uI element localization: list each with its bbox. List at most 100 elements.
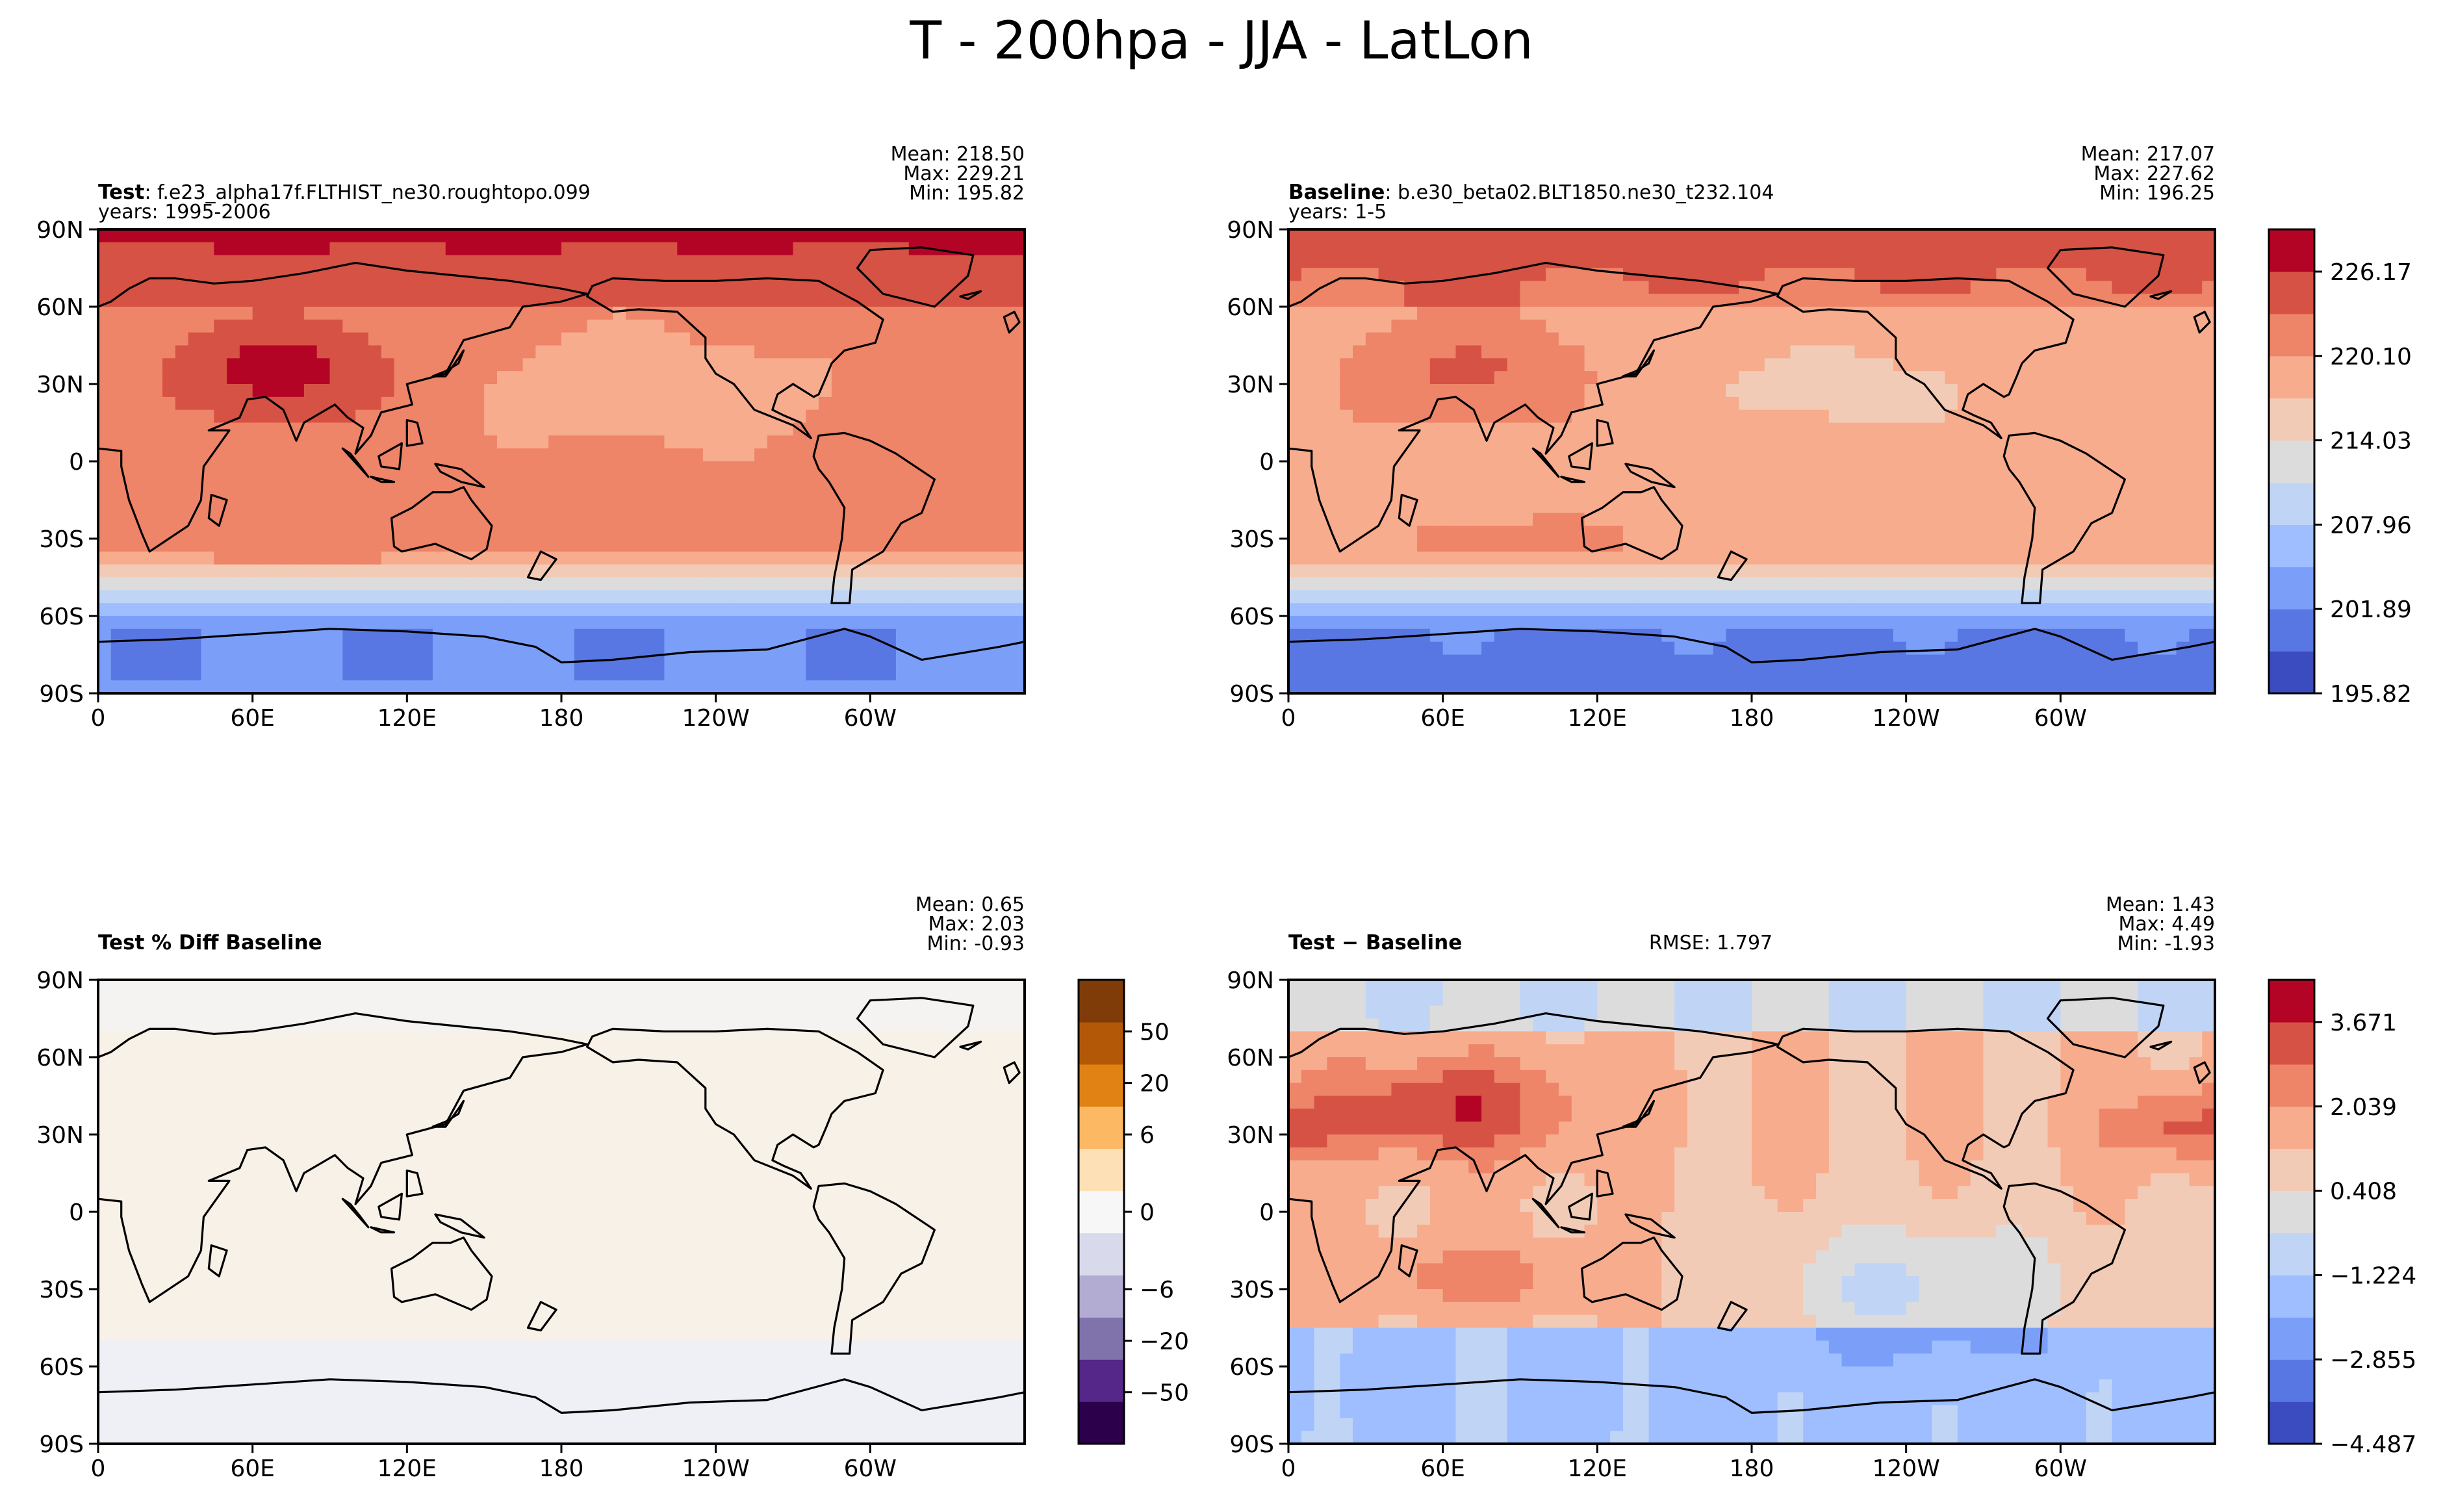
field-cell — [1764, 551, 1778, 565]
field-cell — [908, 564, 923, 578]
field-cell — [1726, 539, 1739, 552]
field-cell — [227, 539, 240, 552]
field-cell — [844, 435, 858, 449]
field-cell — [715, 564, 730, 578]
field-cell — [1996, 255, 2010, 269]
field-cell — [484, 345, 498, 359]
field-cell — [2073, 474, 2087, 488]
field-cell — [394, 268, 408, 282]
field-cell — [1841, 422, 1856, 437]
field-cell — [484, 281, 498, 294]
field-cell — [1520, 461, 1534, 475]
field-cell — [1429, 448, 1444, 462]
field-cell — [1378, 513, 1392, 526]
field-cell — [1391, 422, 1405, 437]
field-cell — [1919, 539, 1933, 552]
field-cell — [149, 448, 163, 462]
field-cell — [613, 461, 626, 475]
field-cell — [509, 487, 524, 501]
field-cell — [613, 371, 626, 385]
field-cell — [690, 281, 704, 294]
field-cell — [677, 319, 691, 333]
field-cell — [1584, 526, 1598, 539]
field-cell — [2163, 603, 2177, 617]
field-cell — [175, 641, 189, 656]
field-cell — [1945, 551, 1958, 565]
field-cell — [1533, 435, 1546, 449]
field-cell — [1597, 422, 1611, 437]
field-cell — [458, 229, 472, 243]
field-cell — [600, 590, 614, 604]
field-cell — [831, 345, 845, 359]
stat-max: Max: 227.62 — [2093, 162, 2215, 185]
field-cell — [780, 332, 794, 346]
field-cell — [587, 242, 601, 256]
field-cell — [303, 526, 318, 539]
field-cell — [1752, 396, 1765, 411]
field-cell — [1378, 487, 1392, 501]
field-cell — [1012, 487, 1025, 501]
field-cell — [1828, 384, 1843, 398]
field-cell — [561, 539, 575, 552]
field-cell — [265, 461, 279, 475]
field-cell — [2163, 564, 2177, 578]
field-cell — [844, 307, 858, 320]
field-cell — [741, 474, 755, 488]
field-cell — [690, 628, 704, 643]
field-cell — [1584, 409, 1598, 424]
field-cell — [831, 255, 845, 269]
field-cell — [509, 641, 524, 656]
field-cell — [136, 667, 151, 681]
field-cell — [613, 628, 626, 643]
field-cell — [407, 396, 420, 411]
field-cell — [844, 526, 858, 539]
y-tick-label: 0 — [69, 449, 84, 476]
field-cell — [458, 294, 472, 307]
field-cell — [1610, 307, 1624, 320]
field-cell — [831, 294, 845, 307]
field-cell — [1442, 487, 1457, 501]
field-cell — [1828, 435, 1843, 449]
field-cell — [316, 358, 331, 372]
field-cell — [471, 255, 485, 269]
field-cell — [587, 526, 601, 539]
field-cell — [342, 680, 356, 693]
field-cell — [702, 500, 717, 514]
field-cell — [960, 680, 974, 693]
field-cell — [2112, 628, 2126, 643]
coastline — [98, 628, 1025, 693]
field-cell — [149, 307, 163, 320]
field-cell — [960, 422, 974, 437]
field-cell — [690, 409, 704, 424]
field-cell — [471, 526, 485, 539]
field-cell — [1996, 307, 2010, 320]
field-cell — [509, 396, 524, 411]
field-cell — [1622, 487, 1637, 501]
field-cell — [2047, 590, 2062, 604]
field-cell — [638, 487, 652, 501]
field-cell — [574, 628, 588, 643]
field-cell — [1340, 422, 1353, 437]
field-cell — [857, 255, 871, 269]
field-cell — [999, 255, 1012, 269]
field-cell — [1803, 526, 1817, 539]
field-cell — [368, 384, 382, 398]
field-cell — [638, 603, 652, 617]
field-cell — [2009, 422, 2023, 437]
field-cell — [1957, 461, 1971, 475]
field-cell — [1726, 461, 1739, 475]
field-cell — [651, 409, 665, 424]
field-cell — [960, 229, 974, 243]
field-cell — [638, 680, 652, 693]
field-cell — [394, 654, 408, 669]
field-cell — [1301, 564, 1315, 578]
field-cell — [278, 577, 292, 591]
field-cell — [1919, 474, 1933, 488]
field-cell — [214, 255, 227, 269]
field-cell — [1365, 513, 1379, 526]
field-cell — [252, 487, 266, 501]
field-cell — [1327, 242, 1341, 256]
field-cell — [1803, 564, 1817, 578]
field-cell — [728, 616, 743, 630]
field-cell — [303, 307, 318, 320]
